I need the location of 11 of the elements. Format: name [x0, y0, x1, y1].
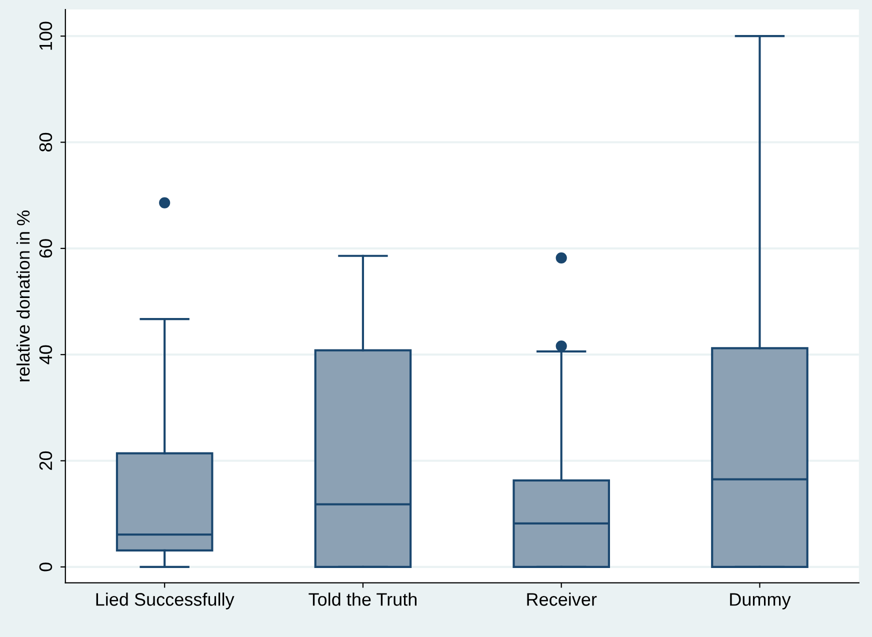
y-tick-label: 80 — [39, 132, 52, 152]
y-tick-label: 40 — [39, 345, 52, 364]
y-axis-title: relative donation in % — [16, 210, 30, 382]
x-tick-label: Receiver — [527, 592, 597, 606]
x-tick-label: Told the Truth — [308, 592, 416, 606]
x-tick-label: Dummy — [730, 593, 791, 610]
y-tick-label: 20 — [39, 451, 52, 470]
y-tick-label: 100 — [39, 22, 52, 50]
x-tick-label: Lied Successfully — [96, 592, 234, 610]
y-tick-label: 60 — [39, 239, 52, 258]
y-tick-label: 0 — [39, 562, 52, 572]
